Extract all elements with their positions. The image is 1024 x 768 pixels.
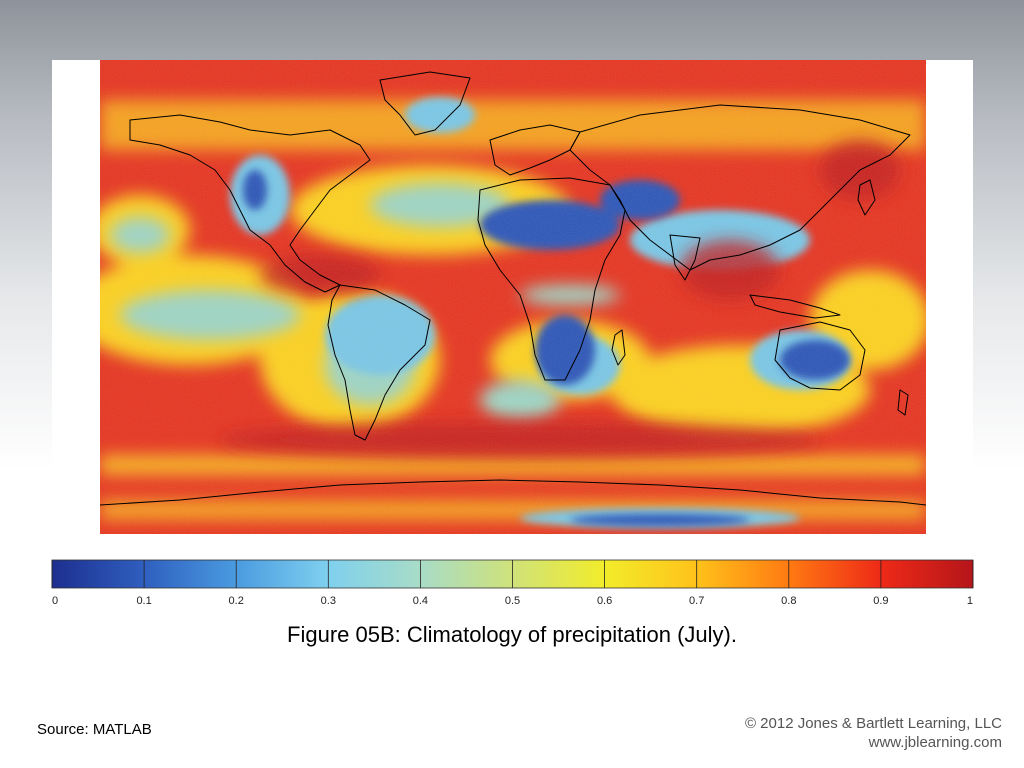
colorbar-tick-label: 0.5 [505,595,520,607]
colorbar-tick-label: 0.2 [229,595,244,607]
colorbar-svg: 0 0.1 0.2 0.3 0.4 0.5 0.6 0.7 0.8 0.9 1 [51,559,974,607]
colorbar-tick-label: 0.3 [321,595,336,607]
source-note: Source: MATLAB [37,721,152,738]
colorbar-tick-label: 0.7 [689,595,704,607]
colorbar: 0 0.1 0.2 0.3 0.4 0.5 0.6 0.7 0.8 0.9 1 [51,558,974,608]
noise-texture [100,60,926,534]
publisher-url: www.jblearning.com [868,734,1002,751]
world-map-svg [100,60,926,534]
colorbar-tick-label: 0.8 [781,595,796,607]
colorbar-tick-label: 0.4 [413,595,428,607]
colorbar-tick-label: 0.1 [136,595,151,607]
colorbar-tick-label: 0.6 [597,595,612,607]
precipitation-map [100,60,926,534]
colorbar-tick-label: 0 [52,595,58,607]
copyright-line: © 2012 Jones & Bartlett Learning, LLC [744,715,1002,732]
colorbar-tick-label: 1 [967,595,973,607]
figure-caption: Figure 05B: Climatology of precipitation… [287,622,737,647]
coastlines [100,71,926,506]
colorbar-tick-label: 0.9 [873,595,888,607]
copyright-block: © 2012 Jones & Bartlett Learning, LLC ww… [745,714,1002,752]
